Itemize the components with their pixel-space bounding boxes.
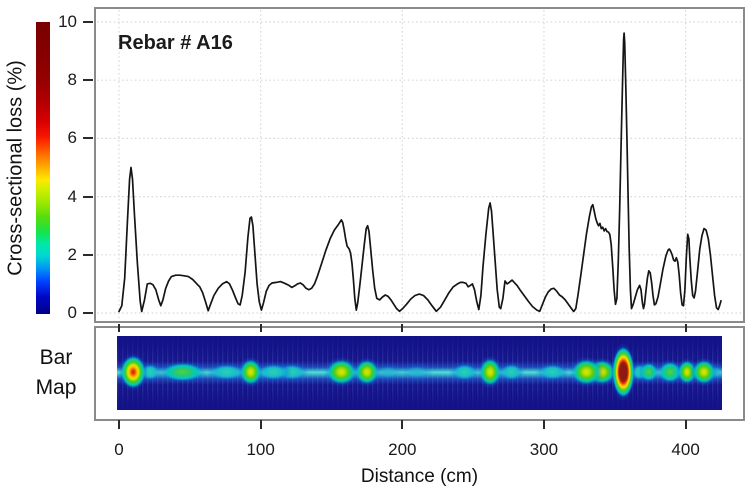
x-tick-mark bbox=[259, 420, 262, 429]
x-tick-mark-mid bbox=[118, 324, 120, 332]
x-tick-mark-mid bbox=[401, 324, 404, 332]
x-axis-title: Distance (cm) bbox=[360, 466, 479, 487]
x-tick-mark-mid bbox=[542, 324, 545, 332]
y-axis-title: Cross-sectional loss (%) bbox=[4, 60, 27, 276]
bar-map-label: Bar Map bbox=[35, 346, 77, 399]
y-tick-mark bbox=[83, 312, 93, 314]
y-tick-label: 0 bbox=[67, 303, 77, 322]
x-tick-mark bbox=[684, 420, 687, 429]
y-tick-label: 6 bbox=[67, 128, 77, 148]
y-tick-mark bbox=[83, 253, 93, 256]
x-tick-label: 300 bbox=[529, 440, 559, 459]
bar-map-heatmap bbox=[117, 336, 722, 410]
x-tick-label: 0 bbox=[114, 440, 124, 459]
y-tick-label: 10 bbox=[58, 12, 77, 31]
y-tick-label: 2 bbox=[67, 244, 77, 264]
y-tick-mark bbox=[83, 21, 93, 23]
rebar-id-annotation: Rebar # A16 bbox=[118, 32, 233, 54]
y-tick-label: 8 bbox=[67, 70, 77, 90]
y-tick-label: 4 bbox=[67, 186, 77, 206]
line-chart bbox=[97, 10, 742, 320]
x-tick-mark bbox=[118, 420, 120, 429]
line-plot-panel bbox=[94, 7, 745, 323]
x-tick-mark bbox=[542, 420, 545, 429]
y-tick-mark bbox=[83, 195, 93, 198]
colorbar-gradient bbox=[36, 22, 50, 314]
x-tick-mark bbox=[401, 420, 404, 429]
loss-profile-line bbox=[118, 32, 722, 313]
y-tick-mark bbox=[83, 137, 93, 140]
x-tick-mark-mid bbox=[684, 324, 687, 332]
x-tick-label: 100 bbox=[246, 440, 275, 459]
x-tick-label: 400 bbox=[671, 440, 700, 459]
y-tick-mark bbox=[83, 79, 93, 82]
x-tick-mark-mid bbox=[259, 324, 262, 332]
x-tick-label: 200 bbox=[388, 440, 417, 459]
